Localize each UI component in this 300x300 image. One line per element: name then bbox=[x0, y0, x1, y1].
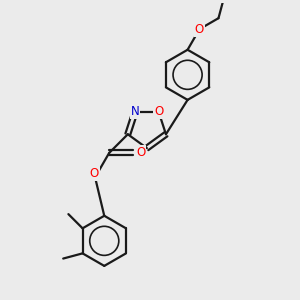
Text: O: O bbox=[89, 167, 99, 180]
Text: N: N bbox=[131, 105, 140, 119]
Text: O: O bbox=[154, 105, 163, 119]
Text: O: O bbox=[136, 146, 145, 159]
Text: O: O bbox=[195, 22, 204, 36]
